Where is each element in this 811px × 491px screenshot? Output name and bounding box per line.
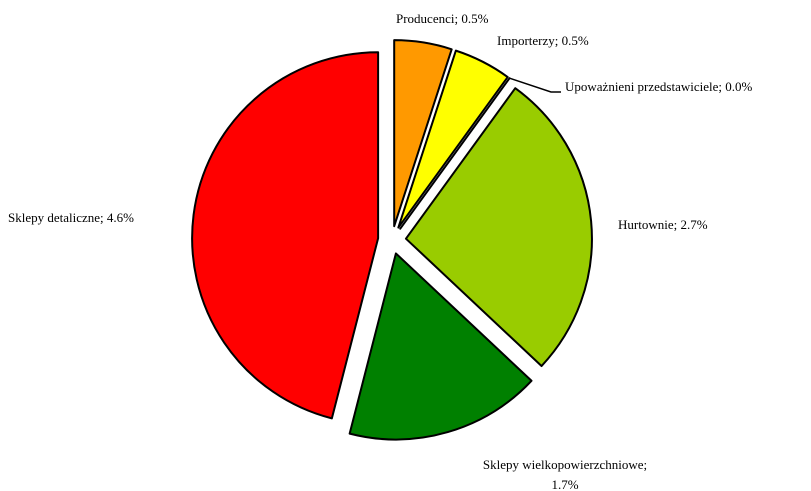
slice-label: Upoważnieni przedstawiciele; 0.0% xyxy=(565,79,753,94)
pie-slice xyxy=(399,77,511,230)
pie-slice xyxy=(404,87,593,368)
slice-label: Sklepy wielkopowierzchniowe; xyxy=(483,457,647,472)
slice-label: Importerzy; 0.5% xyxy=(497,33,589,48)
pie-slice xyxy=(397,49,509,229)
pie-slice xyxy=(393,39,453,228)
slice-label: Hurtownie; 2.7% xyxy=(618,217,708,232)
leader-line xyxy=(509,77,561,93)
slice-label: 1.7% xyxy=(551,477,578,491)
slice-label: Producenci; 0.5% xyxy=(396,11,489,26)
pie-slice xyxy=(191,51,380,420)
pie-slice xyxy=(348,252,533,441)
slice-label: Sklepy detaliczne; 4.6% xyxy=(8,210,134,225)
